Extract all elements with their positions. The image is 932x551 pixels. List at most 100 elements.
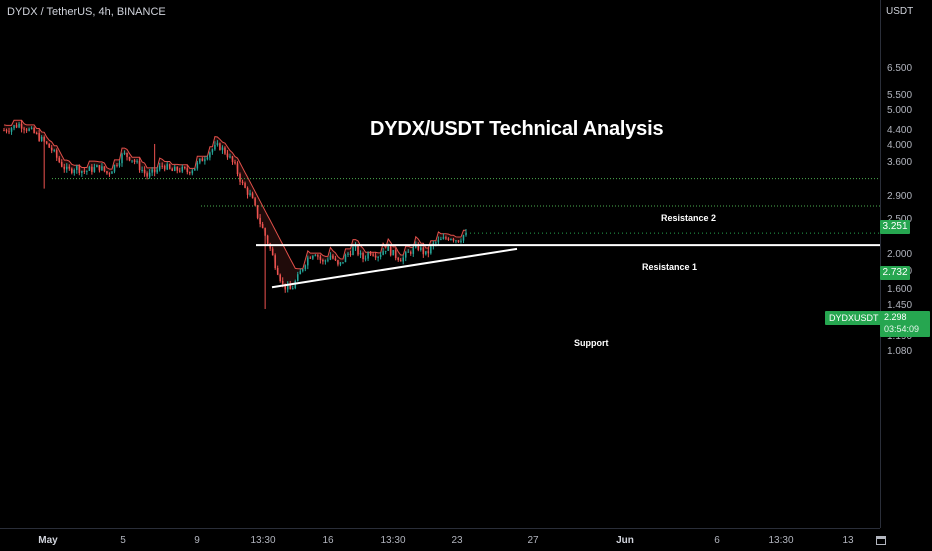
candle-body <box>43 136 45 142</box>
candle <box>103 166 106 173</box>
candle-body <box>98 165 101 171</box>
candle-body <box>214 144 216 150</box>
candle-body <box>216 143 219 145</box>
candle <box>45 141 48 145</box>
candle-body <box>168 164 171 169</box>
current-price-tag: 2.298 03:54:09 <box>880 311 930 337</box>
price-chart[interactable] <box>0 0 880 528</box>
candle-body <box>425 251 427 255</box>
candle <box>274 253 276 270</box>
price-axis[interactable] <box>880 0 932 528</box>
candle <box>86 170 88 175</box>
candle-body <box>264 228 266 236</box>
candle-body <box>30 127 33 129</box>
candle <box>83 167 86 174</box>
price-tick-label: 1.080 <box>887 346 913 358</box>
candle-body <box>374 255 377 258</box>
time-tick-label: 6 <box>714 535 720 546</box>
candle-body <box>241 181 244 184</box>
candle <box>96 164 98 168</box>
candle-body <box>309 257 312 259</box>
symbol-price-tag: DYDXUSDT <box>825 311 883 325</box>
candle <box>143 166 146 177</box>
candle-body <box>261 224 264 229</box>
candle <box>133 158 136 165</box>
candle-body <box>88 166 91 171</box>
candle-body <box>389 246 392 256</box>
candle <box>304 264 307 272</box>
candle <box>266 234 269 246</box>
candle <box>367 251 369 262</box>
candle <box>412 245 415 257</box>
candle <box>394 247 397 261</box>
candle <box>271 246 274 256</box>
candle <box>347 251 349 258</box>
resistance-1-price-tag: 2.732 <box>880 266 910 280</box>
candle <box>384 250 387 255</box>
candle <box>3 128 5 132</box>
candle-body <box>121 154 123 164</box>
calendar-icon[interactable] <box>876 536 886 545</box>
candle <box>148 169 151 179</box>
candle-body <box>171 168 174 172</box>
candle-body <box>68 166 71 169</box>
candle-body <box>194 168 196 171</box>
candle <box>204 156 206 165</box>
candle <box>425 251 427 256</box>
candle-body <box>407 251 410 253</box>
candle-body <box>184 166 186 169</box>
candle <box>194 168 196 171</box>
symbol-title[interactable]: DYDX / TetherUS, 4h, BINANCE <box>7 6 166 18</box>
candle <box>354 242 357 251</box>
candle-body <box>53 150 55 152</box>
candle <box>33 126 35 134</box>
candle-body <box>460 240 462 243</box>
candle-body <box>3 130 5 132</box>
candle-body <box>221 147 224 151</box>
candle-body <box>35 132 38 134</box>
candle-body <box>113 164 116 172</box>
candle-body <box>201 158 204 162</box>
candle-body <box>91 166 93 172</box>
candle-body <box>45 141 48 144</box>
candle-body <box>163 166 166 170</box>
candle <box>60 159 63 168</box>
candle <box>38 129 40 142</box>
candle <box>13 124 15 131</box>
candle <box>189 171 191 176</box>
candle <box>128 156 131 162</box>
time-axis[interactable] <box>0 528 880 551</box>
candle <box>226 150 229 160</box>
candle <box>442 233 445 240</box>
current-price: 2.298 <box>884 312 907 322</box>
candle-body <box>10 128 13 132</box>
candle <box>81 170 83 177</box>
candle <box>98 165 101 173</box>
candle <box>332 253 334 260</box>
candle-body <box>226 153 229 158</box>
candle-body <box>186 168 189 173</box>
candle-body <box>106 171 108 174</box>
candle-body <box>450 238 452 241</box>
candle <box>264 227 266 309</box>
time-tick-label: May <box>38 535 58 546</box>
candle-body <box>259 217 261 225</box>
candle-body <box>296 274 299 282</box>
candle <box>322 258 324 265</box>
candle-body <box>317 255 319 257</box>
candle-body <box>71 168 73 173</box>
price-tick-label: 2.000 <box>887 249 913 261</box>
candle <box>307 255 309 270</box>
price-tick-label: 5.000 <box>887 104 913 116</box>
candle-body <box>219 143 221 151</box>
candle <box>151 167 153 176</box>
time-tick-label: 13:30 <box>380 535 406 546</box>
candle-body <box>239 174 241 182</box>
candle <box>379 252 382 260</box>
candle <box>136 159 138 164</box>
candle-body <box>337 260 339 265</box>
candle-body <box>118 163 121 166</box>
candle-body <box>342 262 344 264</box>
candle-body <box>224 147 226 154</box>
candle-body <box>465 233 467 236</box>
